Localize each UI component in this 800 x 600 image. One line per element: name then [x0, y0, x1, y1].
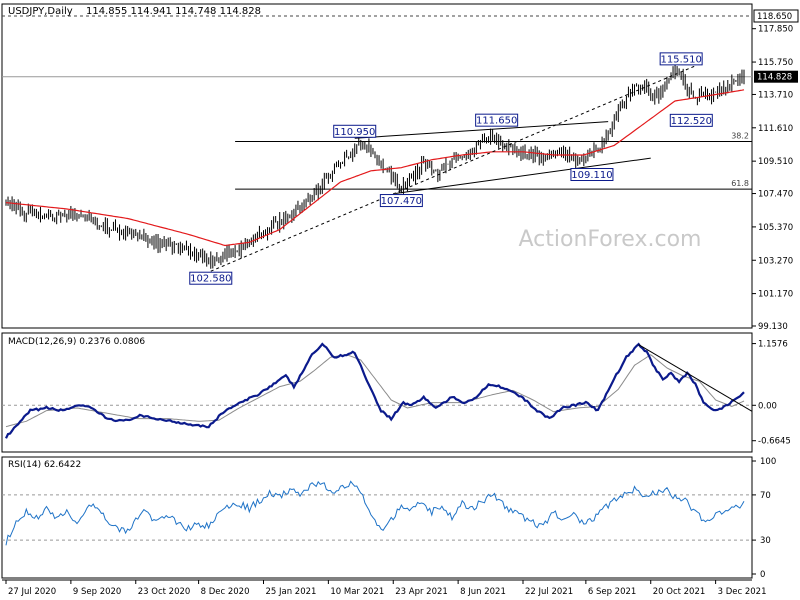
trendline [354, 121, 609, 139]
macd-axis-label: -0.6645 [758, 437, 791, 447]
price-axis-label: 115.750 [758, 58, 793, 68]
x-axis-label: 25 Jan 2021 [265, 587, 316, 597]
rsi-axis-label: 0 [760, 570, 765, 580]
trendline [395, 157, 651, 195]
price-annotation-label: 102.580 [190, 274, 231, 285]
price-axis-label: 103.270 [758, 256, 793, 266]
fib-level-label: 38.2 [731, 131, 749, 140]
current-price-box [754, 70, 798, 83]
x-axis-label: 9 Sep 2020 [73, 587, 121, 597]
macd-title: MACD(12,26,9) 0.2376 0.0806 [8, 337, 145, 347]
top-level-label: 118.650 [757, 12, 792, 22]
macd-line [5, 342, 745, 439]
x-axis-label: 6 Sep 2021 [588, 587, 636, 597]
macd-axis-label: 1.1576 [758, 340, 788, 350]
price-axis-label: 99.130 [758, 322, 788, 332]
rsi-axis-label: 30 [760, 536, 771, 546]
price-axis-label: 113.710 [758, 90, 793, 100]
trendline [210, 65, 696, 272]
price-annotation-box [570, 168, 614, 182]
x-axis-label: 23 Apr 2021 [395, 587, 448, 597]
price-annotation-label: 109.110 [571, 170, 612, 181]
rsi-axis-label: 70 [760, 491, 771, 501]
price-annotation-box [659, 52, 703, 66]
x-axis-label: 10 Mar 2021 [330, 587, 384, 597]
price-annotation-box [379, 194, 423, 208]
rsi-panel-frame [1, 456, 753, 579]
price-annotation-label: 111.650 [476, 116, 517, 127]
watermark: ActionForex.com [519, 227, 702, 252]
moving-average-line [5, 89, 745, 247]
price-axis-label: 105.370 [758, 223, 793, 233]
price-axis-label: 107.470 [758, 190, 793, 200]
macd-signal-line [5, 354, 745, 428]
price-annotation-label: 112.520 [671, 116, 712, 127]
x-axis-label: 8 Dec 2020 [201, 587, 250, 597]
price-annotation-box [669, 113, 713, 127]
ohlc-readout: 114.855 114.941 114.748 114.828 [86, 6, 261, 17]
price-axis-label: 111.610 [758, 124, 793, 134]
x-axis-label: 23 Oct 2020 [138, 587, 191, 597]
price-axis-label: 109.510 [758, 157, 793, 167]
chart-title: USDJPY,Daily [8, 6, 73, 17]
price-annotation-label: 110.950 [334, 127, 375, 138]
x-axis-label: 3 Dec 2021 [718, 587, 767, 597]
price-annotation-box [333, 124, 377, 138]
top-level-box [753, 9, 799, 23]
price-panel-frame [1, 3, 753, 329]
macd-trendline [638, 344, 753, 412]
price-annotation-box [475, 113, 519, 127]
x-axis-label: 27 Jul 2020 [8, 587, 56, 597]
rsi-axis-label: 100 [760, 457, 776, 467]
x-axis-label: 22 Jul 2021 [525, 587, 573, 597]
price-annotation-label: 115.510 [660, 54, 701, 65]
price-axis-label: 101.170 [758, 290, 793, 300]
rsi-title: RSI(14) 62.6422 [8, 460, 81, 470]
x-axis-label: 20 Oct 2021 [653, 587, 706, 597]
rsi-line [5, 480, 745, 546]
current-price-label: 114.828 [757, 73, 792, 83]
macd-panel-frame [1, 332, 753, 453]
price-annotation-label: 107.470 [381, 196, 422, 207]
price-axis-label: 117.850 [758, 25, 793, 35]
macd-axis-label: 0.00 [758, 401, 777, 411]
x-axis-label: 8 Jun 2021 [460, 587, 506, 597]
fib-level-label: 61.8 [731, 179, 749, 188]
price-annotation-box [189, 271, 233, 285]
